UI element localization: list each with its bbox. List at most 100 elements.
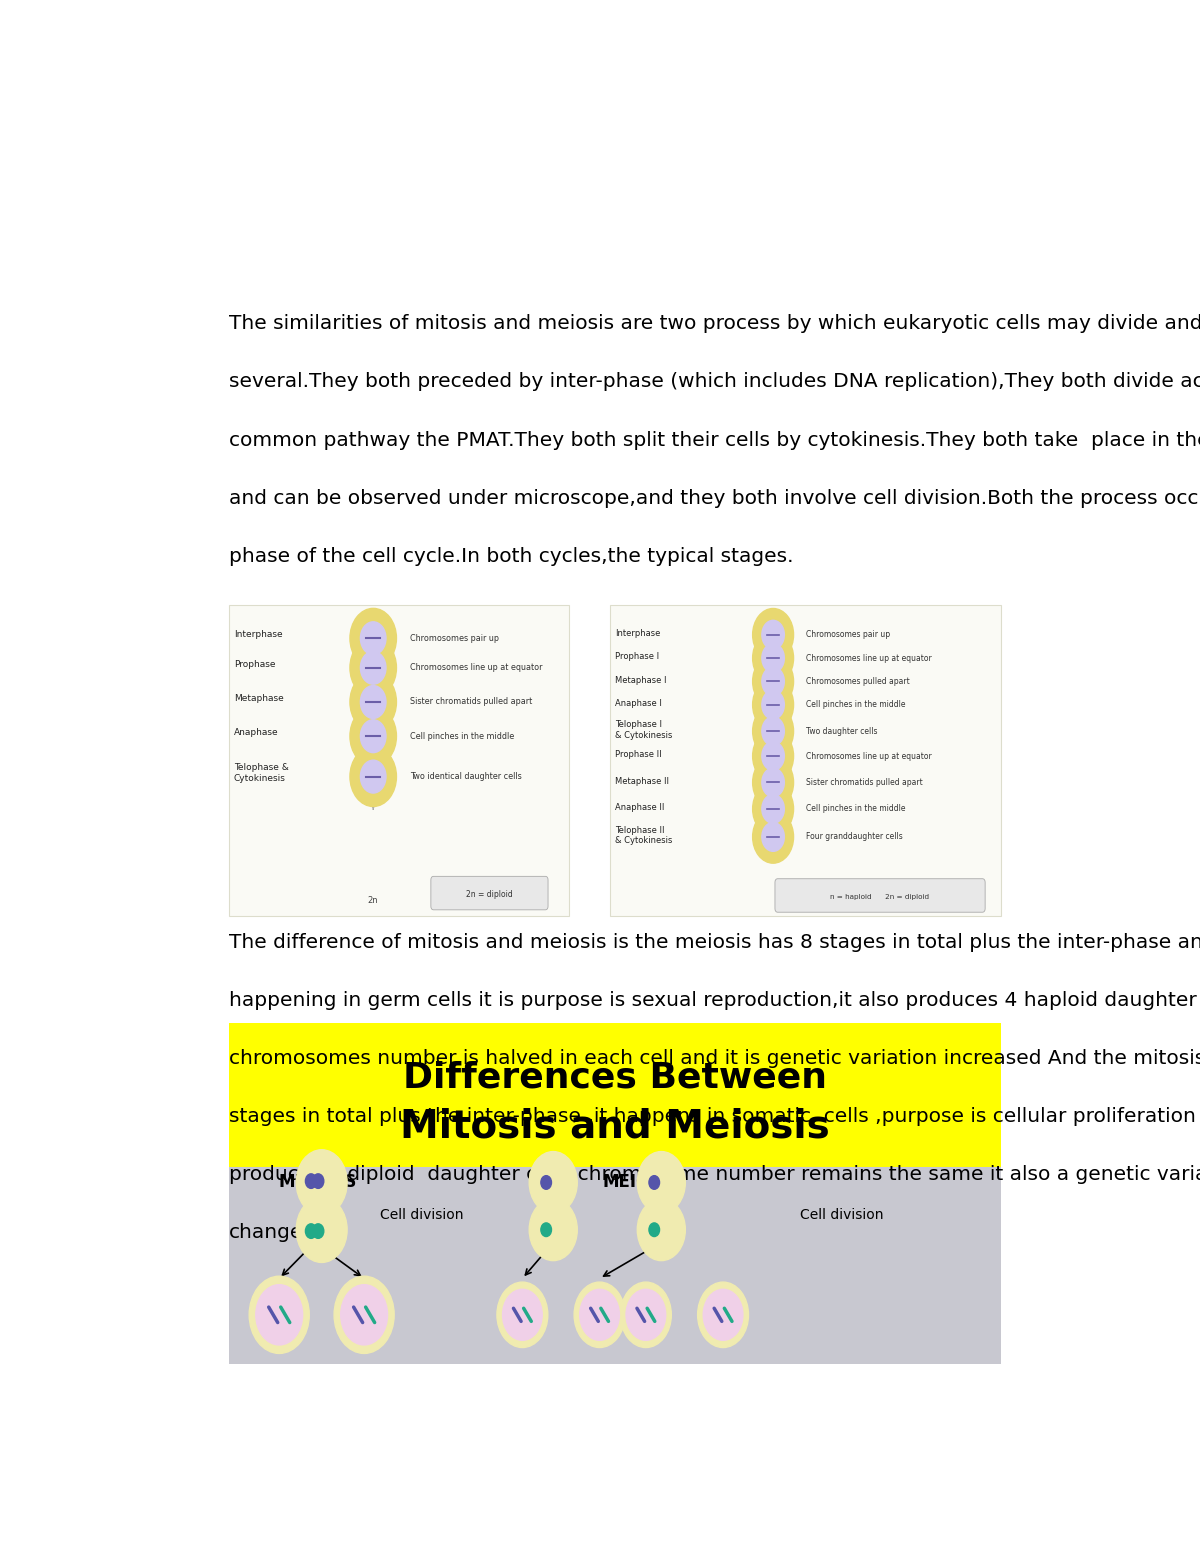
Circle shape [541,1222,552,1236]
Circle shape [312,1174,324,1188]
Text: Differences Between: Differences Between [403,1061,827,1095]
Circle shape [497,1283,548,1348]
Circle shape [541,1176,552,1190]
Circle shape [334,1277,394,1354]
Circle shape [762,690,785,719]
Circle shape [306,1224,317,1238]
Circle shape [752,632,793,685]
Text: Telophase II
& Cytokinesis: Telophase II & Cytokinesis [616,826,672,845]
Circle shape [762,643,785,672]
Circle shape [350,707,396,766]
Text: Telophase &
Cytokinesis: Telophase & Cytokinesis [234,764,288,783]
Circle shape [360,759,386,794]
Circle shape [574,1283,625,1348]
Circle shape [752,783,793,836]
Circle shape [649,1176,660,1190]
Text: Two daughter cells: Two daughter cells [805,727,877,736]
Text: MITOSIS: MITOSIS [278,1174,358,1191]
Text: Cell division: Cell division [379,1208,463,1222]
Text: Sister chromatids pulled apart: Sister chromatids pulled apart [410,697,533,707]
Circle shape [752,756,793,809]
Circle shape [250,1277,310,1354]
Circle shape [703,1289,743,1340]
Text: Cell division: Cell division [800,1208,883,1222]
Circle shape [529,1152,577,1213]
Circle shape [350,609,396,668]
Text: 2n = diploid: 2n = diploid [466,890,512,899]
Circle shape [752,811,793,863]
FancyBboxPatch shape [229,1166,1001,1364]
Circle shape [762,716,785,745]
Text: Cell pinches in the middle: Cell pinches in the middle [410,731,515,741]
Text: Chromosomes pulled apart: Chromosomes pulled apart [805,677,910,686]
Circle shape [752,609,793,662]
Circle shape [529,1199,577,1261]
Circle shape [762,795,785,823]
Text: n = haploid      2n = diploid: n = haploid 2n = diploid [830,893,930,899]
Text: Interphase: Interphase [234,631,282,640]
Text: produces 2 diploid  daughter cells,chromosome number remains the same it also a : produces 2 diploid daughter cells,chromo… [229,1165,1200,1183]
Circle shape [752,679,793,731]
Text: Anaphase II: Anaphase II [616,803,665,812]
FancyBboxPatch shape [229,1023,1001,1166]
Circle shape [637,1199,685,1261]
FancyBboxPatch shape [229,604,569,916]
Text: Cell pinches in the middle: Cell pinches in the middle [805,804,905,814]
Text: and can be observed under microscope,and they both involve cell division.Both th: and can be observed under microscope,and… [229,489,1200,508]
Text: MEIOSIS: MEIOSIS [602,1174,682,1191]
Circle shape [296,1149,347,1214]
Text: Chromosomes pair up: Chromosomes pair up [805,631,889,640]
Text: Metaphase: Metaphase [234,694,283,704]
Text: Two identical daughter cells: Two identical daughter cells [410,772,522,781]
Text: Four granddaughter cells: Four granddaughter cells [805,832,902,842]
Text: Anaphase I: Anaphase I [616,699,662,708]
Text: The similarities of mitosis and meiosis are two process by which eukaryotic cell: The similarities of mitosis and meiosis … [229,314,1200,334]
Text: 2n: 2n [368,896,378,905]
Circle shape [752,730,793,783]
Circle shape [762,666,785,696]
Circle shape [350,672,396,731]
Text: change.: change. [229,1224,310,1242]
Text: Prophase: Prophase [234,660,275,669]
Text: The difference of mitosis and meiosis is the meiosis has 8 stages in total plus : The difference of mitosis and meiosis is… [229,932,1200,952]
Text: Metaphase I: Metaphase I [616,676,666,685]
Circle shape [360,621,386,655]
Circle shape [312,1224,324,1238]
Text: happening in germ cells it is purpose is sexual reproduction,it also produces 4 : happening in germ cells it is purpose is… [229,991,1200,1009]
Circle shape [341,1284,388,1345]
Circle shape [296,1197,347,1263]
Circle shape [752,705,793,758]
Text: Chromosomes line up at equator: Chromosomes line up at equator [410,663,542,672]
Text: Telophase I
& Cytokinesis: Telophase I & Cytokinesis [616,721,672,739]
Text: Prophase II: Prophase II [616,750,661,759]
Text: phase of the cell cycle.In both cycles,the typical stages.: phase of the cell cycle.In both cycles,t… [229,547,793,565]
Circle shape [350,747,396,806]
Circle shape [637,1152,685,1213]
Text: Chromosomes line up at equator: Chromosomes line up at equator [805,752,931,761]
Circle shape [697,1283,749,1348]
Circle shape [503,1289,542,1340]
Text: Sister chromatids pulled apart: Sister chromatids pulled apart [805,778,923,787]
Circle shape [580,1289,619,1340]
Circle shape [306,1174,317,1188]
Text: Metaphase II: Metaphase II [616,776,670,786]
Circle shape [649,1222,660,1236]
Circle shape [256,1284,302,1345]
Circle shape [360,685,386,719]
FancyBboxPatch shape [775,879,985,912]
Text: Prophase I: Prophase I [616,652,659,662]
FancyBboxPatch shape [611,604,1001,916]
Text: stages in total plus the inter-phase ,it happens in somatic  cells ,purpose is c: stages in total plus the inter-phase ,it… [229,1107,1200,1126]
Text: chromosomes number is halved in each cell and it is genetic variation increased : chromosomes number is halved in each cel… [229,1048,1200,1068]
Circle shape [360,651,386,685]
Circle shape [762,620,785,649]
Circle shape [360,719,386,753]
Circle shape [350,638,396,697]
Text: Interphase: Interphase [616,629,660,638]
FancyBboxPatch shape [431,876,548,910]
Text: Cell pinches in the middle: Cell pinches in the middle [805,700,905,710]
Text: several.They both preceded by inter-phase (which includes DNA replication),They : several.They both preceded by inter-phas… [229,373,1200,391]
Text: Chromosomes pair up: Chromosomes pair up [410,634,499,643]
Circle shape [620,1283,671,1348]
Text: common pathway the PMAT.They both split their cells by cytokinesis.They both tak: common pathway the PMAT.They both split … [229,430,1200,449]
